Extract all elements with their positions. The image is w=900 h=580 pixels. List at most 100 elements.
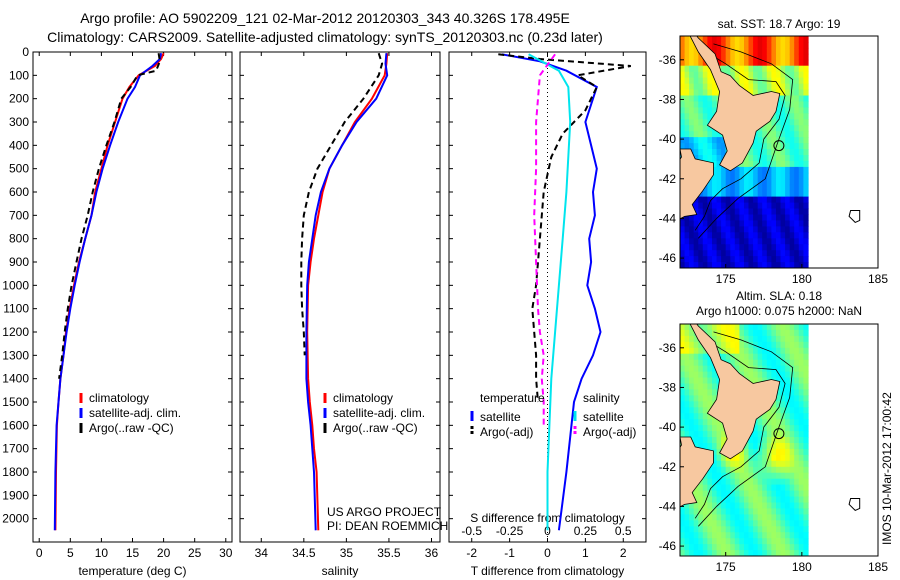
- heatmap-cell: [739, 172, 745, 180]
- heatmap-cell: [725, 190, 731, 198]
- x-tick-label: 175: [716, 560, 736, 574]
- heatmap-cell: [680, 268, 685, 275]
- heatmap-cell: [798, 472, 804, 480]
- heatmap-cell: [744, 508, 750, 515]
- heatmap-cell: [684, 89, 690, 96]
- heatmap-cell: [776, 226, 782, 233]
- heatmap-cell: [780, 137, 786, 144]
- heatmap-cell: [785, 178, 791, 186]
- heatmap-cell: [684, 77, 690, 85]
- heatmap-cell: [707, 466, 713, 474]
- heatmap-cell: [748, 149, 754, 156]
- heatmap-cell: [702, 71, 708, 79]
- heatmap-cell: [689, 425, 695, 432]
- heatmap-cell: [689, 125, 695, 132]
- y-tick-label: -36: [659, 53, 677, 67]
- map-frame: [679, 323, 879, 557]
- heatmap-cell: [684, 250, 690, 257]
- heatmap-cell: [712, 131, 718, 138]
- heatmap-cell: [734, 365, 740, 373]
- heatmap-cell: [803, 214, 809, 221]
- heatmap-cell: [798, 214, 804, 221]
- heatmap-cell: [798, 371, 804, 379]
- heatmap-cell: [689, 226, 695, 233]
- heatmap-cell: [693, 89, 699, 96]
- heatmap-cell: [693, 238, 699, 245]
- y-tick-label: 1900: [2, 488, 29, 502]
- heatmap-cell: [739, 484, 745, 492]
- heatmap-cell: [721, 550, 727, 556]
- heatmap-cell: [762, 268, 767, 275]
- heatmap-cell: [698, 262, 704, 268]
- x-tick-label: 5: [67, 546, 74, 560]
- heatmap-cell: [702, 496, 708, 503]
- heatmap-cell: [702, 196, 708, 204]
- heatmap-cell: [803, 155, 809, 162]
- heatmap-cell: [689, 508, 695, 515]
- heatmap-cell: [707, 359, 713, 367]
- heatmap-cell: [716, 178, 722, 186]
- heatmap-cell: [794, 202, 800, 210]
- heatmap-cell: [757, 208, 763, 215]
- heatmap-cell: [721, 520, 727, 527]
- heatmap-cell: [744, 514, 750, 521]
- heatmap-cell: [789, 329, 795, 337]
- heatmap-cell: [748, 520, 754, 527]
- heatmap-cell: [739, 550, 745, 556]
- heatmap-cell: [762, 443, 768, 450]
- heatmap-cell: [689, 256, 695, 263]
- heatmap-cell: [771, 184, 777, 192]
- heatmap-cell: [762, 526, 768, 533]
- heatmap-cell: [762, 172, 768, 180]
- heatmap-cell: [803, 460, 809, 468]
- heatmap-cell: [693, 220, 699, 227]
- heatmap-cell: [798, 41, 804, 49]
- heatmap-cell: [757, 226, 763, 233]
- heatmap-cell: [707, 232, 713, 239]
- heatmap-cell: [798, 520, 804, 527]
- heatmap-cell: [680, 71, 686, 79]
- heatmap-cell: [712, 538, 718, 545]
- heatmap-cell: [766, 550, 772, 556]
- heatmap-cell: [739, 365, 745, 373]
- heatmap-cell: [753, 544, 759, 551]
- heatmap-cell: [789, 466, 795, 474]
- heatmap-cell: [789, 220, 795, 227]
- heatmap-cell: [698, 226, 704, 233]
- heatmap-cell: [771, 131, 777, 138]
- heatmap-cell: [730, 232, 736, 239]
- heatmap-cell: [684, 401, 690, 408]
- heatmap-cell: [734, 520, 740, 527]
- heatmap-cell: [693, 95, 699, 102]
- heatmap-cell: [725, 47, 731, 55]
- heatmap-cell: [780, 407, 786, 414]
- heatmap-cell: [785, 232, 791, 239]
- heatmap-cell: [798, 526, 804, 533]
- heatmap-cell: [785, 53, 791, 61]
- heatmap-cell: [693, 508, 699, 515]
- heatmap-cell: [693, 250, 699, 257]
- heatmap-cell: [693, 484, 699, 492]
- heatmap-cell: [693, 389, 699, 396]
- heatmap-cell: [702, 238, 708, 245]
- heatmap-cell: [785, 359, 791, 367]
- heatmap-cell: [794, 496, 800, 503]
- heatmap-cell: [748, 262, 754, 268]
- heatmap-cell: [757, 131, 763, 138]
- heatmap-cell: [680, 377, 686, 384]
- heatmap-cell: [680, 77, 686, 85]
- y-tick-label: -46: [659, 539, 677, 553]
- heatmap-cell: [684, 329, 690, 337]
- heatmap-cell: [744, 448, 750, 456]
- heatmap-cell: [803, 347, 809, 355]
- heatmap-cell: [762, 425, 768, 432]
- heatmap-cell: [789, 238, 795, 245]
- heatmap-cell: [766, 244, 772, 251]
- heatmap-cell: [771, 113, 777, 120]
- heatmap-cell: [712, 107, 718, 114]
- heatmap-cell: [702, 526, 708, 533]
- heatmap-cell: [798, 256, 804, 263]
- heatmap-cell: [712, 520, 718, 527]
- heatmap-cell: [780, 425, 786, 432]
